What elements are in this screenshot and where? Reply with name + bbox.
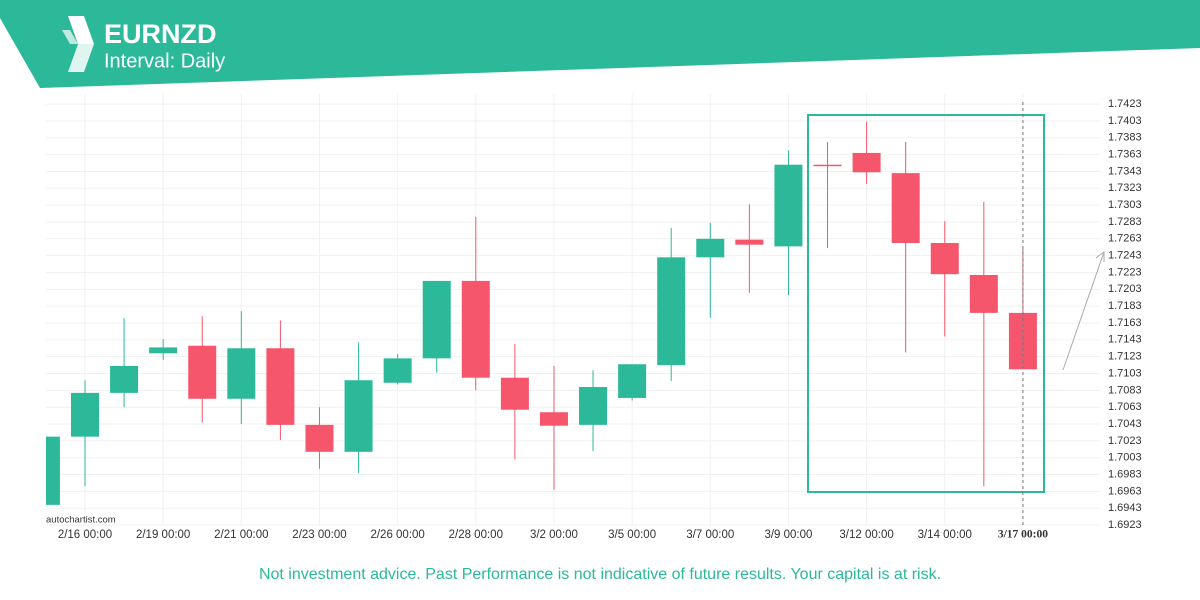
- x-tick-label: 3/17 00:00: [998, 529, 1048, 541]
- candle-body: [813, 164, 842, 167]
- candle-body: [149, 347, 178, 354]
- y-tick-label: 1.7303: [1108, 199, 1142, 211]
- candle-body: [891, 173, 920, 244]
- y-tick-label: 1.7143: [1108, 334, 1142, 346]
- y-tick-label: 1.6963: [1108, 485, 1142, 497]
- y-tick-label: 1.7083: [1108, 384, 1142, 396]
- y-tick-label: 1.6923: [1108, 519, 1142, 531]
- candle-body: [188, 345, 217, 399]
- y-tick-label: 1.7203: [1108, 283, 1142, 295]
- x-tick-label: 3/12 00:00: [839, 529, 893, 541]
- y-tick-label: 1.6983: [1108, 468, 1142, 480]
- candle-body: [735, 239, 764, 245]
- y-tick-label: 1.7163: [1108, 317, 1142, 329]
- candle-body: [227, 348, 256, 399]
- candle-body: [110, 365, 139, 393]
- candle-body: [774, 164, 803, 247]
- candle-body: [461, 280, 490, 378]
- y-tick-label: 1.7363: [1108, 149, 1142, 161]
- y-tick-label: 1.7403: [1108, 115, 1142, 127]
- y-tick-label: 1.7003: [1108, 452, 1142, 464]
- forecast-arrow: [1062, 251, 1105, 371]
- candle-body: [579, 386, 608, 425]
- candle-body: [500, 377, 529, 410]
- y-tick-label: 1.7283: [1108, 216, 1142, 228]
- candle-body: [539, 412, 568, 426]
- candle-body: [930, 243, 959, 275]
- candle-body: [618, 364, 647, 398]
- candle-body: [1008, 312, 1037, 370]
- candle-body: [344, 380, 373, 452]
- y-tick-label: 1.7223: [1108, 266, 1142, 278]
- y-tick-label: 1.7123: [1108, 351, 1142, 363]
- candle-body: [696, 238, 725, 258]
- x-tick-label: 3/2 00:00: [530, 529, 578, 541]
- watermark: autochartist.com: [46, 515, 116, 526]
- candle-body: [657, 257, 686, 366]
- x-tick-label: 2/19 00:00: [136, 529, 190, 541]
- x-tick-label: 3/5 00:00: [608, 529, 656, 541]
- chart-title: EURNZD: [104, 19, 217, 49]
- y-tick-label: 1.7343: [1108, 165, 1142, 177]
- candle-body: [383, 358, 412, 383]
- y-tick-label: 1.7323: [1108, 182, 1142, 194]
- disclaimer: Not investment advice. Past Performance …: [259, 566, 941, 583]
- x-tick-label: 3/14 00:00: [918, 529, 972, 541]
- x-tick-label: 3/7 00:00: [686, 529, 734, 541]
- x-tick-label: 2/23 00:00: [292, 529, 346, 541]
- x-tick-label: 2/16 00:00: [58, 529, 112, 541]
- y-tick-label: 1.7383: [1108, 132, 1142, 144]
- candle-body: [305, 424, 334, 452]
- y-tick-label: 1.7103: [1108, 367, 1142, 379]
- candle-body: [852, 152, 881, 173]
- y-tick-label: 1.7423: [1108, 98, 1142, 110]
- y-tick-label: 1.7263: [1108, 233, 1142, 245]
- y-tick-label: 1.7043: [1108, 418, 1142, 430]
- header-banner: [0, 0, 1200, 88]
- y-tick-label: 1.7063: [1108, 401, 1142, 413]
- y-tick-label: 1.6943: [1108, 502, 1142, 514]
- y-tick-label: 1.7243: [1108, 250, 1142, 262]
- x-tick-label: 3/9 00:00: [764, 529, 812, 541]
- chart-subtitle: Interval: Daily: [104, 50, 225, 72]
- forecast-arrow-head: [1095, 251, 1105, 262]
- logo: [62, 16, 94, 72]
- x-tick-label: 2/28 00:00: [449, 529, 503, 541]
- y-tick-label: 1.7183: [1108, 300, 1142, 312]
- header-corner: [0, 0, 12, 18]
- x-tick-label: 2/21 00:00: [214, 529, 268, 541]
- candle-body: [969, 275, 998, 313]
- candle-body: [266, 348, 295, 425]
- y-tick-label: 1.7023: [1108, 435, 1142, 447]
- candle-body: [71, 392, 99, 437]
- candle-body: [422, 280, 451, 359]
- x-tick-label: 2/26 00:00: [370, 529, 424, 541]
- candle-body: [46, 436, 60, 505]
- pattern-box: [807, 114, 1045, 493]
